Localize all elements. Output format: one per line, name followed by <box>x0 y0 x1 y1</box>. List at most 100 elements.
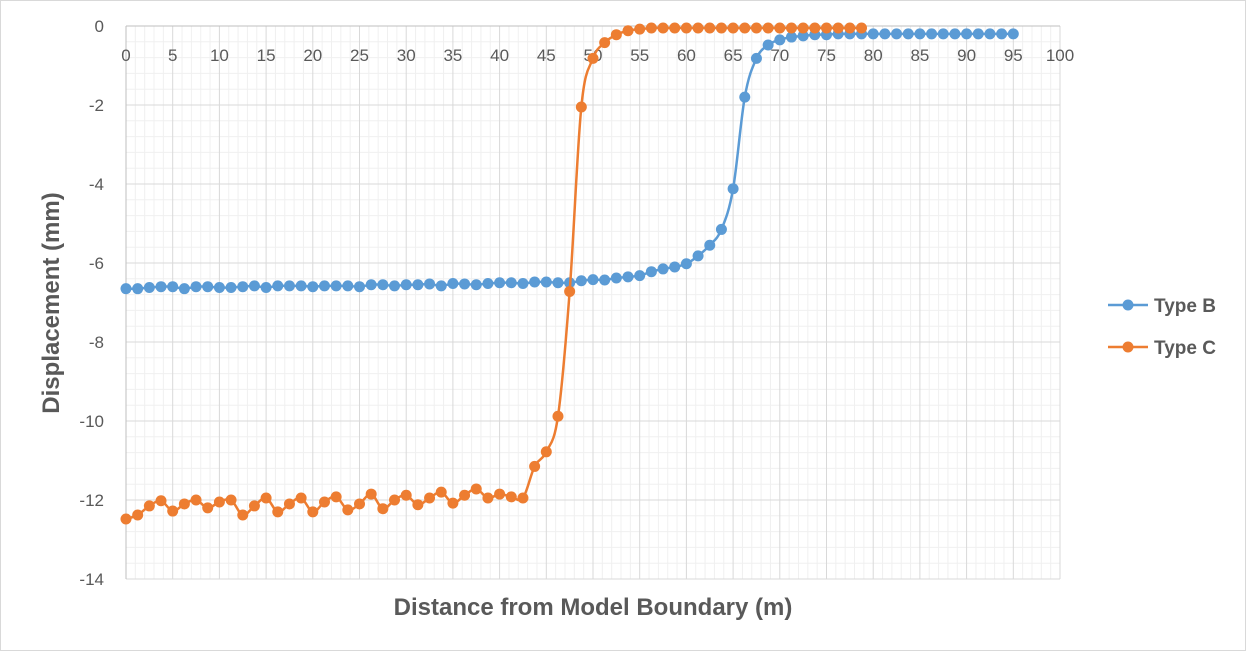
data-point-type-c <box>564 285 576 297</box>
data-point-type-b <box>587 274 599 286</box>
y-tick-label: -8 <box>89 333 104 352</box>
data-point-type-b <box>202 281 214 293</box>
data-point-type-c <box>389 494 401 506</box>
series-type-c <box>120 22 868 525</box>
data-point-type-c <box>447 497 459 509</box>
data-point-type-b <box>774 34 786 46</box>
data-point-type-c <box>587 52 599 64</box>
legend: Type B Type C <box>1108 296 1216 359</box>
x-tick-label: 85 <box>910 46 929 65</box>
x-tick-label: 45 <box>537 46 556 65</box>
data-point-type-b <box>739 91 751 103</box>
y-tick-label: -12 <box>79 491 104 510</box>
data-point-type-b <box>692 250 704 262</box>
data-point-type-c <box>400 489 412 501</box>
data-point-type-c <box>248 500 260 512</box>
data-point-type-b <box>424 278 436 290</box>
data-point-type-c <box>295 492 307 504</box>
x-tick-label: 75 <box>817 46 836 65</box>
legend-label: Type B <box>1154 296 1216 317</box>
legend-item-type-b: Type B <box>1108 296 1216 317</box>
data-point-type-c <box>832 22 844 34</box>
data-point-type-c <box>529 460 541 472</box>
data-point-type-b <box>295 280 307 292</box>
data-point-type-b <box>354 281 365 293</box>
data-point-type-b <box>972 28 984 40</box>
data-point-type-c <box>750 22 762 34</box>
data-point-type-b <box>891 28 903 40</box>
data-point-type-c <box>856 22 868 34</box>
x-tick-label: 30 <box>397 46 416 65</box>
data-point-type-c <box>307 506 319 518</box>
data-point-type-c <box>470 483 482 495</box>
x-tick-label: 25 <box>350 46 369 65</box>
data-point-type-b <box>867 28 879 40</box>
data-point-type-b <box>657 263 669 275</box>
x-tick-label: 15 <box>257 46 276 65</box>
data-point-type-b <box>330 280 342 292</box>
data-point-type-c <box>260 492 272 504</box>
data-point-type-b <box>435 280 447 292</box>
data-point-type-c <box>178 498 190 510</box>
data-point-type-b <box>961 28 973 40</box>
y-tick-label: -10 <box>79 412 104 431</box>
data-point-type-c <box>412 499 424 511</box>
data-point-type-c <box>225 494 237 506</box>
data-point-type-c <box>680 22 692 34</box>
x-tick-label: 0 <box>121 46 130 65</box>
x-axis-title: Distance from Model Boundary (m) <box>394 594 793 621</box>
x-tick-label: 90 <box>957 46 976 65</box>
x-tick-label: 60 <box>677 46 696 65</box>
data-point-type-c <box>132 509 144 521</box>
data-point-type-b <box>120 283 132 295</box>
data-point-type-b <box>248 280 260 292</box>
data-point-type-b <box>599 274 611 286</box>
series-layer <box>120 22 1019 525</box>
data-point-type-b <box>260 281 272 293</box>
data-point-type-b <box>307 281 319 293</box>
data-point-type-b <box>762 39 774 51</box>
x-tick-label: 95 <box>1004 46 1023 65</box>
data-point-type-b <box>727 183 739 195</box>
data-point-type-c <box>540 446 552 458</box>
data-point-type-b <box>902 28 914 40</box>
data-point-type-c <box>739 22 751 34</box>
series-line-type-c <box>125 26 862 521</box>
data-point-type-c <box>143 500 155 512</box>
data-point-type-c <box>155 495 167 507</box>
data-point-type-b <box>785 31 797 43</box>
data-point-type-b <box>949 28 961 40</box>
legend-marker <box>1122 299 1134 311</box>
data-point-type-b <box>132 283 144 295</box>
data-point-type-c <box>727 22 739 34</box>
legend-label: Type C <box>1154 338 1216 359</box>
series-type-b <box>120 28 1019 295</box>
data-point-type-b <box>750 52 762 64</box>
data-point-type-c <box>435 486 447 498</box>
data-point-type-c <box>797 22 809 34</box>
data-point-type-b <box>517 278 529 290</box>
data-point-type-c <box>669 22 681 34</box>
data-point-type-c <box>610 29 622 41</box>
data-point-type-b <box>914 28 926 40</box>
data-point-type-c <box>844 22 856 34</box>
data-point-type-b <box>937 28 949 40</box>
data-point-type-b <box>715 223 727 235</box>
y-tick-label: -4 <box>89 175 104 194</box>
data-point-type-b <box>634 270 646 282</box>
data-point-type-c <box>575 101 587 113</box>
x-tick-label: 10 <box>210 46 229 65</box>
data-point-type-c <box>552 410 564 422</box>
data-point-type-c <box>354 498 365 510</box>
y-tick-label: -14 <box>79 570 104 589</box>
data-point-type-b <box>669 261 681 273</box>
data-point-type-c <box>377 503 389 515</box>
data-point-type-c <box>715 22 727 34</box>
data-point-type-b <box>984 28 996 40</box>
data-point-type-b <box>365 279 377 291</box>
data-point-type-c <box>365 488 377 500</box>
data-point-type-c <box>809 22 821 34</box>
data-point-type-c <box>202 502 214 514</box>
data-point-type-c <box>704 22 716 34</box>
data-point-type-b <box>482 278 494 290</box>
